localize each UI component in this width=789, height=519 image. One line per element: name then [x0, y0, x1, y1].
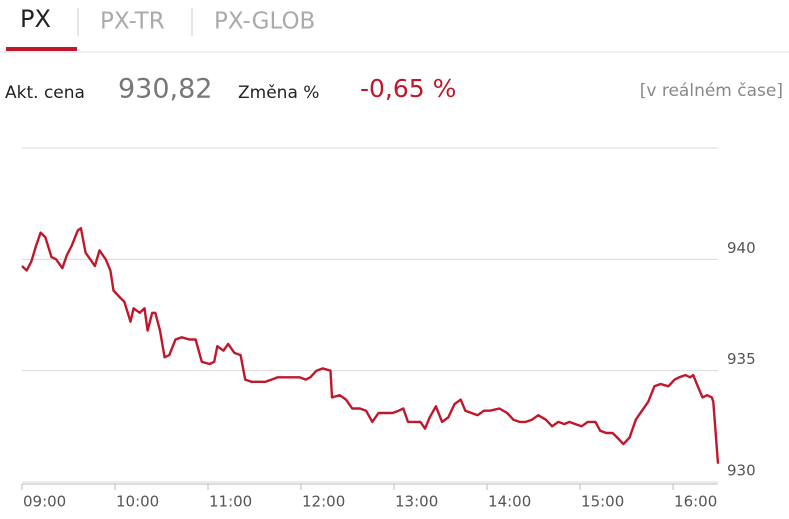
tab[interactable]: PX-GLOB: [214, 9, 315, 35]
x-tick-label: 10:00: [116, 493, 159, 511]
y-tick-label: 935: [727, 350, 756, 368]
y-tick-label: 940: [727, 239, 756, 257]
x-tick-label: 14:00: [488, 493, 531, 511]
price: 930,82: [118, 74, 212, 105]
x-tick-label: 11:00: [209, 493, 252, 511]
change: -0,65 %: [360, 74, 456, 103]
x-tick-label: 12:00: [302, 493, 345, 511]
tab[interactable]: PX-TR: [100, 9, 165, 35]
price-label: Akt. cena: [5, 83, 85, 103]
tab[interactable]: PX: [20, 5, 51, 33]
x-tick-label: 16:00: [674, 493, 717, 511]
x-tick-label: 09:00: [23, 493, 66, 511]
realtime-note: [v reálném čase]: [640, 81, 783, 101]
x-tick-label: 15:00: [581, 493, 624, 511]
active-tab-underline: [6, 47, 77, 51]
y-tick-label: 930: [727, 462, 756, 480]
change-label: Změna %: [238, 83, 319, 103]
x-tick-label: 13:00: [395, 493, 438, 511]
price-line: [21, 227, 720, 464]
